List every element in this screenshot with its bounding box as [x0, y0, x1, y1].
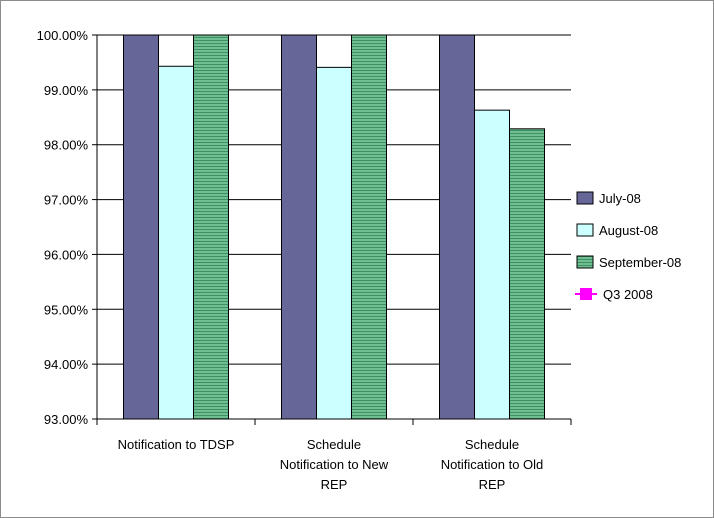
- y-tick-label: 95.00%: [44, 302, 89, 317]
- bar-august-08: [316, 66, 352, 420]
- legend-label: Q3 2008: [603, 287, 653, 302]
- legend-label: August-08: [599, 223, 658, 238]
- x-category-label: REP: [479, 477, 506, 492]
- bar-september-08: [351, 34, 387, 420]
- axes: [92, 34, 572, 425]
- y-tick-label: 93.00%: [44, 412, 89, 427]
- bar-august-08: [474, 109, 510, 420]
- bar-september-08: [193, 34, 229, 420]
- legend: July-08 August-08 September-08 Q3 2008: [575, 191, 681, 302]
- y-tick-label: 99.00%: [44, 83, 89, 98]
- legend-swatch: [576, 191, 594, 205]
- bar-july-08: [439, 34, 475, 420]
- x-category-label: Schedule: [465, 437, 519, 452]
- bar-august-08: [158, 65, 194, 420]
- y-tick-label: 96.00%: [44, 247, 89, 262]
- y-tick-labels: 100.00% 99.00% 98.00% 97.00% 96.00% 95.00% 94.…: [37, 28, 89, 427]
- y-tick-label: 98.00%: [44, 138, 89, 153]
- x-category-label: REP: [321, 477, 348, 492]
- legend-label: July-08: [599, 191, 641, 206]
- x-category-label: Notification to TDSP: [118, 437, 235, 452]
- y-tick-label: 94.00%: [44, 357, 89, 372]
- x-category-label: Schedule: [307, 437, 361, 452]
- legend-marker: [580, 288, 592, 300]
- x-category-label: Notification to New: [280, 457, 389, 472]
- bar-july-08: [123, 34, 159, 420]
- legend-swatch: [576, 223, 594, 237]
- bars: [123, 34, 545, 420]
- x-category-label: Notification to Old: [441, 457, 544, 472]
- legend-swatch: [576, 255, 594, 269]
- y-tick-label: 97.00%: [44, 193, 89, 208]
- x-category-labels: Notification to TDSP Schedule Notification…: [118, 437, 544, 492]
- y-tick-label: 100.00%: [37, 28, 89, 43]
- legend-label: September-08: [599, 255, 681, 270]
- bar-july-08: [281, 34, 317, 420]
- bar-september-08: [509, 128, 545, 420]
